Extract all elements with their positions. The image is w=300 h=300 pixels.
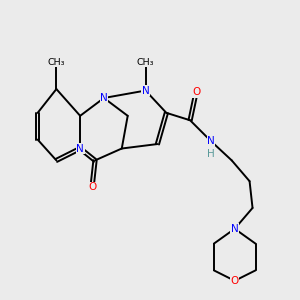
Text: N: N <box>100 93 108 103</box>
Text: H: H <box>207 148 215 159</box>
Text: N: N <box>231 224 239 234</box>
Text: N: N <box>142 85 149 96</box>
Text: N: N <box>76 143 84 154</box>
Text: O: O <box>231 276 239 286</box>
Text: O: O <box>192 87 200 97</box>
Text: N: N <box>207 136 215 146</box>
Text: CH₃: CH₃ <box>137 58 154 67</box>
Text: O: O <box>88 182 96 192</box>
Text: CH₃: CH₃ <box>48 58 65 67</box>
